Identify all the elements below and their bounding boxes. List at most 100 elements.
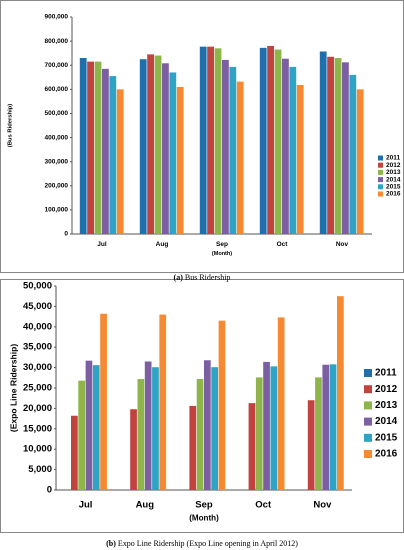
caption-text: Expo Line Ridership (Expo Line opening i… (118, 539, 298, 548)
legend-label: 2014 (375, 416, 398, 427)
legend-swatch (378, 169, 383, 175)
bar (270, 366, 278, 490)
legend-label: 2011 (386, 155, 400, 162)
bar (116, 89, 124, 234)
legend-swatch (364, 417, 372, 426)
y-tick-label: 900,000 (45, 14, 69, 21)
y-tick-label: 800,000 (45, 38, 69, 45)
legend-label: 2012 (375, 384, 398, 395)
legend-label: 2011 (375, 368, 397, 379)
y-tick-label: 600,000 (45, 86, 69, 93)
bar (199, 46, 207, 235)
bar (248, 403, 256, 490)
bar (70, 415, 78, 490)
bar (337, 296, 344, 490)
y-tick-label: 0 (64, 231, 68, 238)
legend-swatch (378, 162, 383, 168)
bar (307, 400, 315, 490)
bar (277, 317, 285, 490)
bar (211, 367, 219, 490)
y-tick-label: 35,000 (23, 342, 52, 353)
bar (130, 409, 137, 490)
bar (94, 61, 102, 234)
x-tick-label: Oct (255, 500, 272, 511)
caption: (a) Bus Ridership (174, 273, 231, 282)
bar (92, 365, 100, 490)
bar (109, 76, 117, 234)
legend-label: 2015 (375, 432, 398, 443)
x-tick-label: Oct (277, 241, 289, 248)
x-tick-label: Sep (216, 241, 228, 248)
legend-label: 2013 (375, 400, 398, 411)
bar (222, 59, 229, 234)
y-tick-label: 50,000 (23, 281, 52, 292)
bar (329, 364, 337, 490)
bar (85, 360, 93, 490)
y-tick-label: 200,000 (45, 182, 69, 189)
y-axis-label: (Expo Line Ridership) (8, 344, 18, 432)
y-tick-label: 25,000 (23, 383, 52, 394)
bar (214, 48, 222, 234)
bar (189, 405, 197, 490)
caption-text: Bus Ridership (185, 273, 231, 282)
legend-label: 2016 (375, 449, 398, 460)
legend-label: 2012 (386, 162, 401, 169)
x-tick-label: Aug (156, 241, 169, 248)
bar (289, 66, 297, 234)
y-tick-label: 10,000 (23, 444, 52, 455)
bar (322, 364, 330, 490)
bar (267, 45, 275, 234)
x-tick-label: Jul (79, 500, 93, 511)
bar (207, 46, 215, 235)
x-tick-label: Aug (136, 500, 155, 511)
y-tick-label: 0 (47, 485, 52, 496)
bar (315, 377, 322, 490)
bar (196, 379, 204, 490)
x-axis-label: (Month) (212, 251, 232, 257)
bar (147, 54, 155, 234)
bar (139, 59, 147, 234)
legend-label: 2016 (386, 191, 401, 198)
bar (144, 361, 152, 490)
x-tick-label: Nov (313, 500, 332, 511)
x-tick-label: Sep (195, 500, 213, 511)
y-tick-label: 500,000 (45, 110, 69, 117)
legend-swatch (378, 191, 383, 197)
legend-swatch (364, 369, 372, 377)
x-tick-label: Jul (97, 241, 107, 248)
legend-swatch (364, 450, 372, 458)
x-tick-label: Nov (336, 241, 349, 248)
caption-tag: (b) (106, 539, 116, 548)
bar (87, 61, 95, 234)
y-tick-label: 300,000 (45, 158, 69, 165)
legend-swatch (364, 433, 372, 442)
bar (274, 49, 282, 234)
legend-label: 2015 (386, 184, 401, 191)
y-tick-label: 40,000 (23, 321, 52, 332)
bar (327, 56, 335, 235)
y-tick-label: 15,000 (23, 423, 52, 434)
y-axis-label: (Bus Ridership) (8, 104, 14, 148)
bar (263, 361, 270, 490)
bar (356, 89, 364, 234)
bar (154, 55, 162, 235)
bar (334, 57, 342, 234)
y-tick-label: 45,000 (23, 301, 52, 312)
y-tick-label: 400,000 (45, 134, 69, 141)
bar (162, 63, 169, 234)
bar (152, 367, 159, 490)
y-tick-label: 100,000 (45, 207, 69, 214)
bar (159, 314, 167, 490)
bar (319, 51, 327, 235)
caption: (b) Expo Line Ridership (Expo Line openi… (106, 539, 298, 548)
bar (169, 72, 177, 234)
bar (204, 360, 211, 490)
bar (229, 66, 237, 234)
caption-tag: (a) (174, 273, 184, 282)
bar (342, 62, 349, 234)
legend-swatch (378, 184, 383, 190)
legend-swatch (364, 385, 372, 394)
legend-swatch (364, 401, 372, 410)
bar (100, 313, 107, 490)
